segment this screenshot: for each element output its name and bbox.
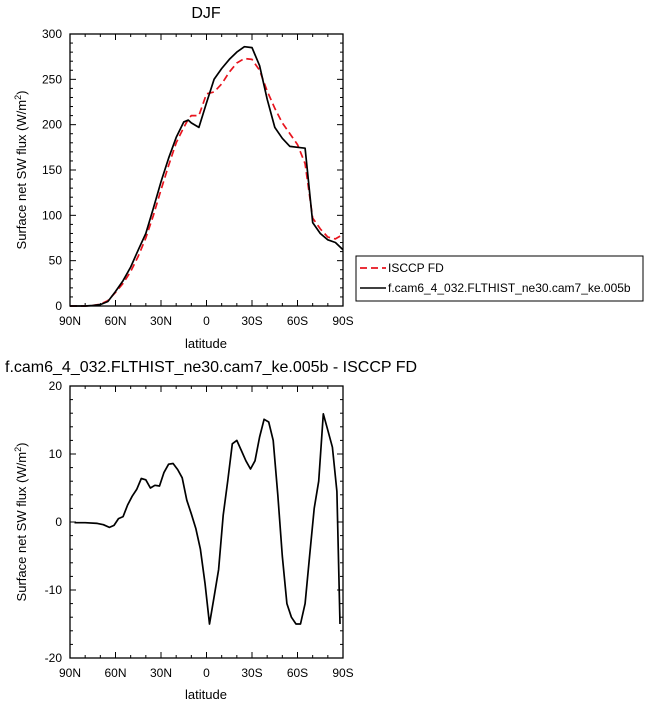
top-y-tick-label: 0 — [55, 299, 62, 313]
bottom-x-tick-label: 0 — [203, 666, 210, 680]
legend-label-model: f.cam6_4_032.FLTHIST_ne30.cam7_ke.005b — [388, 281, 631, 295]
legend: ISCCP FD f.cam6_4_032.FLTHIST_ne30.cam7_… — [355, 255, 644, 302]
bottom-y-tick-label: -20 — [45, 651, 63, 665]
top-chart-frame — [69, 33, 344, 307]
top-chart-series — [70, 45, 344, 307]
top-x-tick-label: 0 — [203, 314, 210, 328]
bottom-chart-x-axis-label: latitude — [185, 687, 227, 702]
top-chart-x-axis-label: latitude — [185, 336, 227, 351]
bottom-y-tick-label: 20 — [49, 379, 63, 393]
bottom-y-tick-label: 10 — [49, 447, 63, 461]
bottom-series-line-0 — [74, 413, 341, 625]
top-y-tick-label: 100 — [42, 208, 62, 222]
top-series-line-1 — [70, 45, 344, 307]
top-x-tick-label: 60S — [287, 314, 308, 328]
top-chart-title: DJF — [191, 5, 221, 22]
top-y-tick-label: 50 — [49, 254, 63, 268]
bottom-chart-y-axis-label: Surface net SW flux (W/m2) — [13, 443, 29, 602]
top-y-tick-label: 300 — [42, 27, 62, 41]
bottom-y-tick-label: -10 — [45, 583, 63, 597]
top-x-tick-label: 30N — [150, 314, 172, 328]
top-series-line-0 — [70, 57, 344, 307]
top-x-tick-label: 60N — [104, 314, 126, 328]
bottom-x-tick-label: 90N — [59, 666, 81, 680]
top-x-tick-label: 90N — [59, 314, 81, 328]
bottom-x-tick-label: 30S — [241, 666, 262, 680]
top-y-tick-label: 150 — [42, 163, 62, 177]
top-chart-y-axis-label: Surface net SW flux (W/m2) — [13, 91, 29, 250]
bottom-y-tick-label: 0 — [55, 515, 62, 529]
bottom-x-tick-label: 60N — [104, 666, 126, 680]
top-chart-ticks — [69, 33, 344, 307]
bottom-x-tick-label: 60S — [287, 666, 308, 680]
legend-label-isccp: ISCCP FD — [388, 261, 444, 275]
top-x-tick-label: 30S — [241, 314, 262, 328]
top-chart: DJF 90N 60N 30N 0 30S 60S 90S 0 50 100 150 200 250 30… — [13, 5, 354, 351]
bottom-x-tick-label: 30N — [150, 666, 172, 680]
top-y-tick-label: 250 — [42, 72, 62, 86]
bottom-chart-tick-labels: 90N 60N 30N 0 30S 60S 90S -20 -10 0 10 20 — [45, 379, 354, 680]
bottom-chart: f.cam6_4_032.FLTHIST_ne30.cam7_ke.005b -… — [5, 359, 417, 702]
top-x-tick-label: 90S — [332, 314, 353, 328]
legend-box — [355, 255, 644, 302]
bottom-chart-series — [74, 413, 341, 625]
bottom-chart-title: f.cam6_4_032.FLTHIST_ne30.cam7_ke.005b -… — [5, 359, 417, 376]
top-chart-tick-labels: 90N 60N 30N 0 30S 60S 90S 0 50 100 150 200 250 300 — [42, 27, 354, 328]
top-y-tick-label: 200 — [42, 118, 62, 132]
bottom-x-tick-label: 90S — [332, 666, 353, 680]
bottom-chart-frame — [69, 385, 344, 659]
